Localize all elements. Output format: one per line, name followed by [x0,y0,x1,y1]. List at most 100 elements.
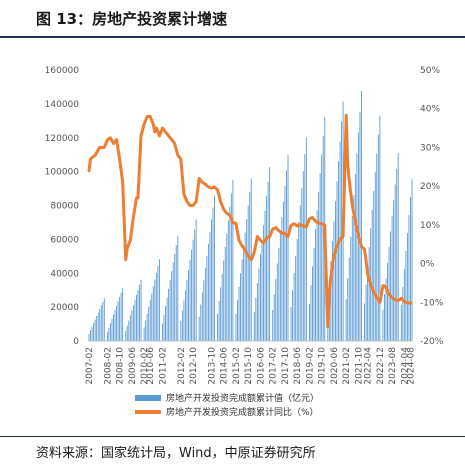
bar [151,293,153,341]
legend-line-label: 房地产开发投资完成额累计同比（%） [166,406,319,418]
bar [221,273,223,341]
x-axis-tick: 2024-04 [400,347,410,385]
x-axis-tick: 2021-10 [354,347,364,385]
bar [348,257,350,341]
bar [302,171,304,341]
legend-bars-swatch [135,395,161,401]
bar [102,301,104,341]
bar [125,330,127,341]
left-axis-tick: 20000 [50,303,79,313]
x-axis-tick: 2017-02 [269,347,279,385]
x-axis-tick: 2019-10 [318,347,328,385]
bar [272,310,274,341]
bar [273,294,275,341]
x-axis-tick: 2010-06 [146,347,156,385]
bar [122,288,124,341]
left-axis-tick: 0 [73,337,79,347]
bar [385,278,387,341]
figure-title: 图 13：房地产投资累计增速 [36,10,228,28]
bar [139,284,140,341]
bar [240,273,241,341]
x-axis-tick: 2012-10 [189,347,199,385]
bar [410,197,411,341]
bar [390,231,392,341]
bar [97,312,99,341]
bar [100,305,102,341]
bar [217,314,219,341]
bar [278,248,280,341]
bar [310,285,312,341]
bar [396,168,398,341]
top-rule [0,36,465,38]
bar [402,287,404,341]
right-axis-tick: -20% [420,337,444,347]
bar [165,306,166,341]
bar [237,300,238,341]
x-axis-tick: 2018-06 [293,347,303,385]
bar [201,292,203,341]
bar [359,111,361,341]
bar [345,299,347,341]
bar [207,243,209,341]
left-axis-tick: 100000 [45,168,80,178]
x-axis-tick: 2022-12 [376,347,386,385]
x-axis-tick: 2023-08 [388,347,398,385]
bar [209,231,211,341]
bar [279,232,281,341]
bar [146,313,148,341]
bar [293,273,295,341]
bar [229,206,231,341]
bar [269,167,271,341]
bar [149,300,151,341]
bar [253,312,255,341]
bar [393,200,395,341]
bar [281,217,283,341]
bar [243,246,245,341]
bar [109,323,111,341]
bar [238,286,240,341]
bar [264,210,266,341]
bar [214,195,215,341]
bar [93,323,95,341]
bar [408,215,410,341]
bar [354,174,356,341]
bar [119,296,121,341]
right-axis-tick: 50% [420,66,440,76]
bar [287,155,289,341]
bar [212,207,214,341]
bar [315,229,317,341]
bar [158,259,160,341]
bar [166,297,168,341]
bar [292,290,294,341]
bar [411,179,413,341]
bar [308,303,310,341]
bar [335,201,336,341]
x-axis-tick: 2015-02 [232,347,242,385]
bar [377,134,379,341]
bar [155,272,157,341]
bar [148,306,150,341]
bar [318,191,320,341]
bar [116,305,118,341]
bar [331,241,333,341]
bar [168,288,170,341]
x-axis-tick: 2015-10 [244,347,254,385]
bar [247,205,249,341]
bar [90,330,91,341]
bar [361,91,362,341]
bar [145,320,147,341]
bar [171,271,173,341]
bar [316,210,318,341]
right-axis-tick: 20% [420,182,440,192]
x-axis-tick: 2007-02 [85,347,95,385]
bar [351,216,353,341]
bar [129,315,131,341]
x-axis-tick: 2012-02 [177,347,187,385]
bar [350,236,352,341]
bar [365,284,367,341]
bar [284,186,286,341]
bar [177,236,179,341]
x-axis-tick: 2017-10 [281,347,291,385]
bar [330,261,332,341]
x-axis-tick: 2010-02 [140,347,150,385]
